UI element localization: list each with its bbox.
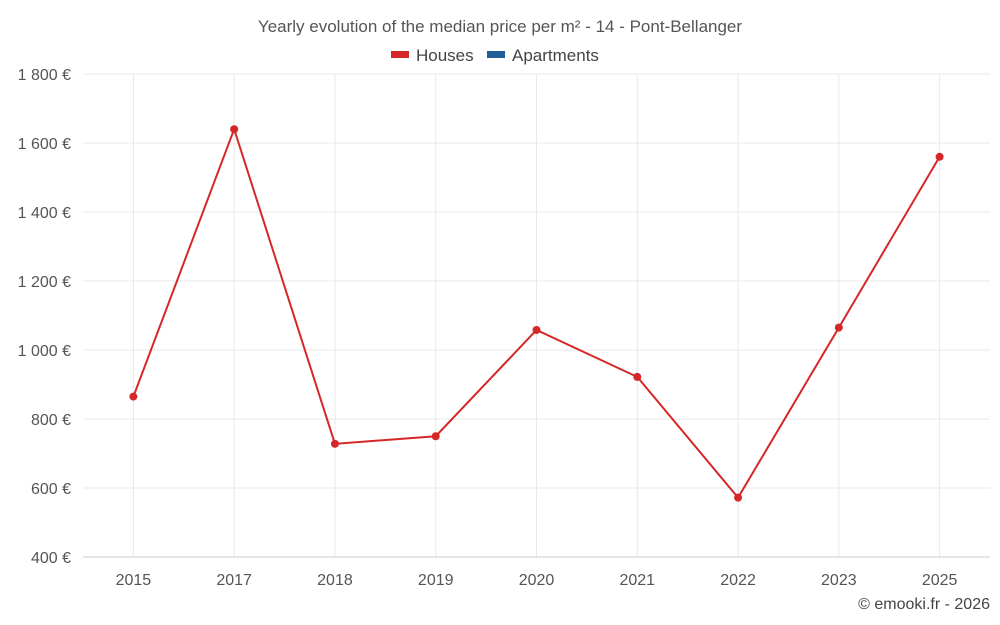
data-point-houses[interactable]	[330, 439, 339, 448]
legend-label-houses: Houses	[416, 46, 474, 65]
series	[129, 125, 944, 502]
data-point-houses[interactable]	[834, 323, 843, 332]
y-tick-label: 1 000 €	[18, 343, 71, 360]
legend-item-houses[interactable]: Houses	[391, 46, 474, 65]
x-tick-label: 2019	[418, 572, 454, 589]
chart-title: Yearly evolution of the median price per…	[258, 17, 742, 36]
x-tick-label: 2021	[619, 572, 655, 589]
data-point-houses[interactable]	[230, 125, 239, 134]
y-tick-label: 1 800 €	[18, 67, 71, 84]
data-point-houses[interactable]	[935, 152, 944, 161]
axes: 400 € 600 € 800 € 1 000 € 1 200 € 1 400 € 1 60…	[18, 67, 990, 589]
x-tick-label: 2023	[821, 572, 857, 589]
x-tick-label: 2025	[922, 572, 958, 589]
y-tick-label: 1 600 €	[18, 136, 71, 153]
y-tick-label: 1 200 €	[18, 274, 71, 291]
x-tick-label: 2018	[317, 572, 353, 589]
y-tick-label: 400 €	[31, 550, 71, 567]
legend: Houses Apartments	[391, 46, 599, 65]
data-point-houses[interactable]	[734, 493, 743, 502]
y-tick-label: 1 400 €	[18, 205, 71, 222]
x-tick-label: 2017	[216, 572, 252, 589]
legend-label-apartments: Apartments	[512, 46, 599, 65]
legend-swatch-houses	[391, 51, 409, 58]
data-point-houses[interactable]	[532, 325, 541, 334]
data-point-houses[interactable]	[633, 372, 642, 381]
legend-item-apartments[interactable]: Apartments	[487, 46, 599, 65]
x-tick-label: 2020	[519, 572, 555, 589]
x-tick-label: 2015	[116, 572, 152, 589]
y-tick-label: 600 €	[31, 481, 71, 498]
data-point-houses[interactable]	[431, 432, 440, 441]
grid	[83, 73, 990, 557]
legend-swatch-apartments	[487, 51, 505, 58]
data-point-houses[interactable]	[129, 392, 138, 401]
credit-text: © emooki.fr - 2026	[858, 596, 990, 613]
x-tick-label: 2022	[720, 572, 756, 589]
y-tick-label: 800 €	[31, 412, 71, 429]
